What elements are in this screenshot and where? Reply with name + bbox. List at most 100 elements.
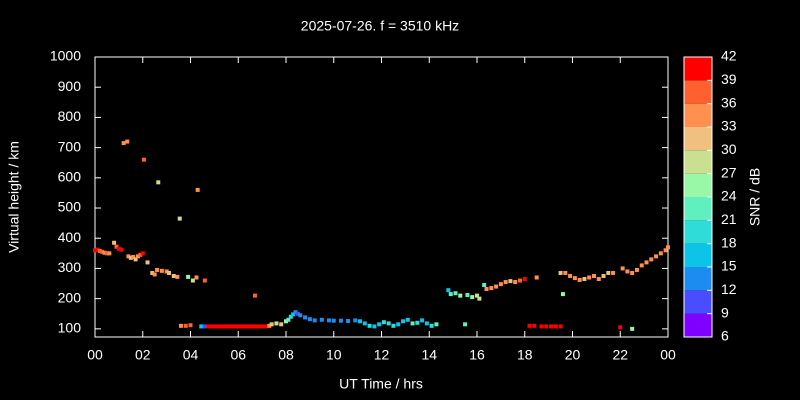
data-point	[634, 267, 639, 272]
data-point	[242, 324, 247, 329]
data-point	[477, 296, 482, 301]
data-point	[112, 240, 117, 245]
y-tick-label: 600	[58, 169, 82, 185]
colorbar-tick-label: 30	[721, 141, 737, 157]
data-point	[171, 273, 176, 278]
x-tick-label: 12	[374, 347, 390, 363]
data-point	[346, 318, 351, 323]
data-point	[178, 323, 183, 328]
y-tick-label: 200	[58, 289, 82, 305]
data-point	[553, 324, 558, 329]
data-point	[465, 293, 470, 298]
data-point	[405, 317, 410, 322]
data-point	[630, 270, 635, 275]
x-tick-label: 18	[517, 347, 533, 363]
x-tick-label: 00	[660, 347, 676, 363]
x-tick-label: 00	[87, 347, 103, 363]
data-point	[534, 275, 539, 280]
data-point	[568, 273, 573, 278]
data-point	[213, 324, 218, 329]
x-tick-label: 14	[421, 347, 437, 363]
data-point	[150, 270, 155, 275]
data-point	[549, 324, 554, 329]
data-point	[220, 324, 225, 329]
data-point	[463, 322, 468, 327]
data-point	[227, 324, 232, 329]
data-point	[249, 324, 254, 329]
data-point	[630, 326, 635, 331]
data-point	[119, 247, 124, 252]
data-point	[195, 187, 200, 192]
data-point	[141, 157, 146, 162]
data-point	[353, 318, 358, 323]
x-tick-label: 16	[469, 347, 485, 363]
colorbar-tick-label: 21	[721, 211, 737, 227]
data-point	[164, 269, 169, 274]
data-point	[159, 268, 164, 273]
data-point	[279, 322, 284, 327]
data-point	[155, 267, 160, 272]
data-point	[135, 254, 140, 259]
colorbar-tick-label: 12	[721, 281, 737, 297]
data-point	[288, 314, 293, 319]
colorbar-tick-label: 9	[721, 304, 729, 320]
y-tick-label: 500	[58, 199, 82, 215]
data-point	[97, 248, 102, 253]
data-point	[539, 324, 544, 329]
data-point	[618, 325, 623, 330]
data-point	[367, 323, 372, 328]
colorbar-band	[684, 197, 712, 221]
data-point	[190, 278, 195, 283]
y-tick-label: 900	[58, 78, 82, 94]
data-point	[100, 249, 105, 254]
y-tick-label: 300	[58, 259, 82, 275]
data-point	[256, 324, 261, 329]
data-point	[658, 251, 663, 256]
y-axis-label: Virtual height / km	[6, 141, 22, 253]
y-tick-label: 100	[58, 320, 82, 336]
colorbar-tick-label: 27	[721, 164, 737, 180]
data-point	[372, 324, 377, 329]
y-tick-label: 700	[58, 138, 82, 154]
data-point	[429, 323, 434, 328]
data-point	[291, 312, 296, 317]
data-point	[312, 318, 317, 323]
x-tick-label: 20	[565, 347, 581, 363]
data-point	[508, 279, 513, 284]
data-point	[666, 245, 670, 250]
data-point	[560, 292, 565, 297]
x-tick-label: 08	[278, 347, 294, 363]
colorbar-label: SNR / dB	[747, 168, 763, 226]
data-point	[482, 283, 487, 288]
data-point	[475, 293, 479, 298]
data-point	[644, 260, 649, 265]
data-point	[231, 324, 236, 329]
data-point	[293, 310, 298, 315]
data-point	[654, 254, 659, 259]
data-point	[245, 324, 250, 329]
data-point	[126, 254, 131, 259]
data-point	[217, 324, 222, 329]
data-point	[319, 317, 324, 322]
data-point	[338, 318, 343, 323]
colorbar-tick-label: 6	[721, 328, 729, 344]
data-point	[209, 324, 214, 329]
x-axis-label: UT Time / hrs	[339, 376, 423, 392]
x-tick-label: 02	[135, 347, 151, 363]
data-point	[156, 180, 161, 185]
data-point	[131, 254, 136, 259]
data-point	[267, 323, 272, 328]
colorbar-tick-label: 36	[721, 94, 737, 110]
data-point	[295, 311, 300, 316]
colorbar-band	[684, 127, 712, 151]
data-point	[448, 292, 453, 297]
data-point	[284, 319, 288, 324]
data-point	[183, 323, 188, 328]
data-point	[532, 323, 537, 328]
colorbar-band	[684, 80, 712, 104]
data-point	[128, 255, 133, 260]
data-point	[358, 319, 363, 324]
data-point	[177, 216, 182, 221]
data-point	[577, 277, 582, 282]
